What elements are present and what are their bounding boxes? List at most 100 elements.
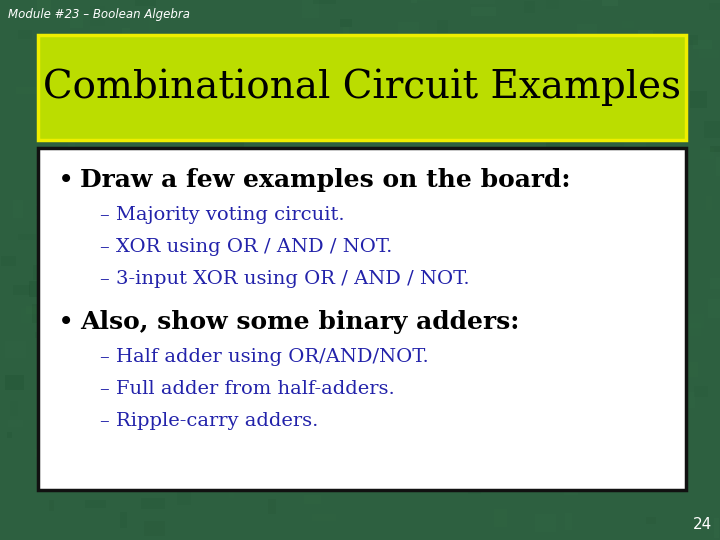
FancyBboxPatch shape (613, 448, 632, 456)
FancyBboxPatch shape (300, 349, 320, 366)
FancyBboxPatch shape (6, 431, 12, 438)
FancyBboxPatch shape (357, 272, 363, 288)
FancyBboxPatch shape (147, 119, 153, 138)
Text: Draw a few examples on the board:: Draw a few examples on the board: (80, 168, 570, 192)
FancyBboxPatch shape (364, 157, 381, 165)
FancyBboxPatch shape (32, 304, 43, 323)
FancyBboxPatch shape (370, 66, 384, 77)
FancyBboxPatch shape (99, 176, 113, 187)
FancyBboxPatch shape (382, 164, 394, 184)
FancyBboxPatch shape (594, 369, 608, 381)
FancyBboxPatch shape (373, 262, 388, 275)
FancyBboxPatch shape (22, 308, 44, 323)
FancyBboxPatch shape (192, 453, 207, 464)
Text: – Full adder from half-adders.: – Full adder from half-adders. (100, 380, 395, 398)
FancyBboxPatch shape (229, 100, 246, 109)
Text: – 3-input XOR using OR / AND / NOT.: – 3-input XOR using OR / AND / NOT. (100, 270, 469, 288)
FancyBboxPatch shape (546, 83, 562, 93)
FancyBboxPatch shape (145, 456, 161, 472)
FancyBboxPatch shape (412, 274, 422, 285)
FancyBboxPatch shape (529, 217, 545, 234)
FancyBboxPatch shape (683, 35, 698, 45)
FancyBboxPatch shape (213, 323, 226, 340)
FancyBboxPatch shape (490, 419, 499, 436)
Text: Module #23 – Boolean Algebra: Module #23 – Boolean Algebra (8, 8, 190, 21)
FancyBboxPatch shape (61, 221, 82, 240)
FancyBboxPatch shape (704, 122, 720, 138)
FancyBboxPatch shape (234, 33, 250, 49)
FancyBboxPatch shape (540, 347, 547, 353)
FancyBboxPatch shape (78, 40, 87, 45)
FancyBboxPatch shape (116, 254, 124, 269)
FancyBboxPatch shape (348, 112, 369, 125)
FancyBboxPatch shape (302, 0, 319, 18)
FancyBboxPatch shape (622, 21, 634, 28)
FancyBboxPatch shape (339, 220, 359, 235)
FancyBboxPatch shape (646, 517, 656, 524)
FancyBboxPatch shape (484, 332, 505, 349)
FancyBboxPatch shape (230, 133, 244, 148)
FancyBboxPatch shape (158, 242, 181, 261)
FancyBboxPatch shape (505, 180, 523, 190)
FancyBboxPatch shape (304, 496, 320, 504)
FancyBboxPatch shape (37, 204, 48, 219)
FancyBboxPatch shape (313, 0, 336, 4)
FancyBboxPatch shape (153, 49, 171, 57)
FancyBboxPatch shape (343, 260, 356, 273)
FancyBboxPatch shape (471, 7, 495, 16)
FancyBboxPatch shape (168, 235, 184, 253)
FancyBboxPatch shape (235, 415, 256, 433)
FancyBboxPatch shape (477, 224, 498, 239)
FancyBboxPatch shape (63, 168, 76, 185)
FancyBboxPatch shape (614, 404, 621, 414)
FancyBboxPatch shape (16, 87, 38, 94)
FancyBboxPatch shape (32, 265, 57, 280)
FancyBboxPatch shape (330, 456, 338, 470)
FancyBboxPatch shape (127, 457, 149, 467)
FancyBboxPatch shape (91, 97, 107, 110)
FancyBboxPatch shape (387, 185, 396, 202)
FancyBboxPatch shape (711, 146, 720, 152)
FancyBboxPatch shape (85, 501, 107, 508)
FancyBboxPatch shape (538, 50, 549, 57)
FancyBboxPatch shape (562, 462, 588, 480)
FancyBboxPatch shape (532, 450, 539, 469)
Text: – XOR using OR / AND / NOT.: – XOR using OR / AND / NOT. (100, 238, 392, 256)
FancyBboxPatch shape (565, 513, 572, 530)
FancyBboxPatch shape (562, 76, 572, 86)
FancyBboxPatch shape (119, 386, 127, 403)
FancyBboxPatch shape (449, 126, 469, 134)
FancyBboxPatch shape (104, 58, 111, 65)
Text: •: • (58, 310, 74, 337)
FancyBboxPatch shape (141, 353, 162, 373)
FancyBboxPatch shape (521, 316, 530, 330)
FancyBboxPatch shape (411, 0, 417, 3)
FancyBboxPatch shape (343, 26, 349, 35)
FancyBboxPatch shape (556, 356, 575, 372)
FancyBboxPatch shape (135, 0, 156, 6)
FancyBboxPatch shape (5, 375, 24, 390)
FancyBboxPatch shape (693, 40, 711, 49)
FancyBboxPatch shape (714, 518, 719, 538)
FancyBboxPatch shape (674, 66, 685, 79)
FancyBboxPatch shape (603, 468, 628, 483)
FancyBboxPatch shape (181, 363, 202, 381)
FancyBboxPatch shape (328, 401, 346, 410)
FancyBboxPatch shape (591, 402, 603, 410)
FancyBboxPatch shape (267, 82, 288, 92)
FancyBboxPatch shape (13, 285, 30, 295)
Text: 24: 24 (693, 517, 712, 532)
FancyBboxPatch shape (374, 301, 382, 320)
FancyBboxPatch shape (690, 91, 707, 107)
FancyBboxPatch shape (144, 521, 165, 536)
FancyBboxPatch shape (346, 100, 366, 118)
FancyBboxPatch shape (140, 498, 164, 509)
FancyBboxPatch shape (647, 118, 657, 128)
Text: – Half adder using OR/AND/NOT.: – Half adder using OR/AND/NOT. (100, 348, 428, 366)
FancyBboxPatch shape (446, 434, 467, 452)
Text: •: • (58, 168, 74, 195)
FancyBboxPatch shape (638, 30, 653, 43)
FancyBboxPatch shape (681, 362, 698, 377)
FancyBboxPatch shape (93, 382, 101, 392)
FancyBboxPatch shape (219, 55, 224, 68)
